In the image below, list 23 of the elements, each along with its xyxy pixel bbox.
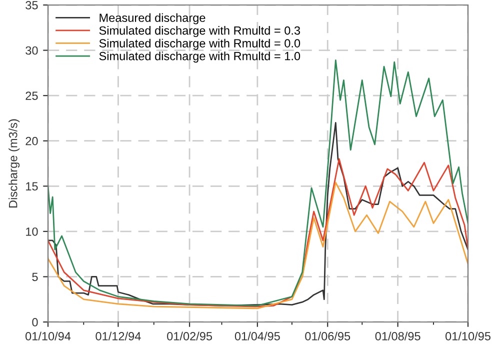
- x-tick-label: 01/06/95: [305, 332, 350, 340]
- x-tick-label: 01/08/95: [375, 332, 420, 340]
- line-series: [48, 122, 468, 306]
- line-series: [48, 182, 468, 310]
- legend-label: Measured discharge: [100, 13, 206, 24]
- x-tick-label: 01/04/95: [234, 332, 280, 340]
- y-tick-label: 20: [26, 136, 38, 146]
- x-tick-label: 01/02/95: [167, 332, 212, 340]
- x-tick-label: 01/10/94: [25, 332, 71, 340]
- y-tick-label: 5: [32, 272, 38, 282]
- x-tick-label: 01/10/95: [445, 332, 490, 340]
- legend-label: Simulated discharge with Rmultd = 0.3: [99, 26, 300, 38]
- y-tick-label: 15: [26, 182, 38, 191]
- y-tick-label: 35: [26, 1, 38, 10]
- y-tick-label: 10: [26, 227, 38, 236]
- legend-label: Simulated discharge with Rmultd = 0.0: [99, 38, 300, 50]
- x-tick-label: 01/12/94: [96, 332, 141, 340]
- line-series: [48, 158, 468, 308]
- y-tick-label: 30: [26, 46, 38, 55]
- y-tick-label: 0: [32, 318, 38, 326]
- y-tick-label: 25: [26, 92, 38, 100]
- legend-label: Simulated discharge with Rmultd = 1.0: [99, 52, 300, 63]
- y-axis-title: Discharge (m3/s): [8, 119, 20, 208]
